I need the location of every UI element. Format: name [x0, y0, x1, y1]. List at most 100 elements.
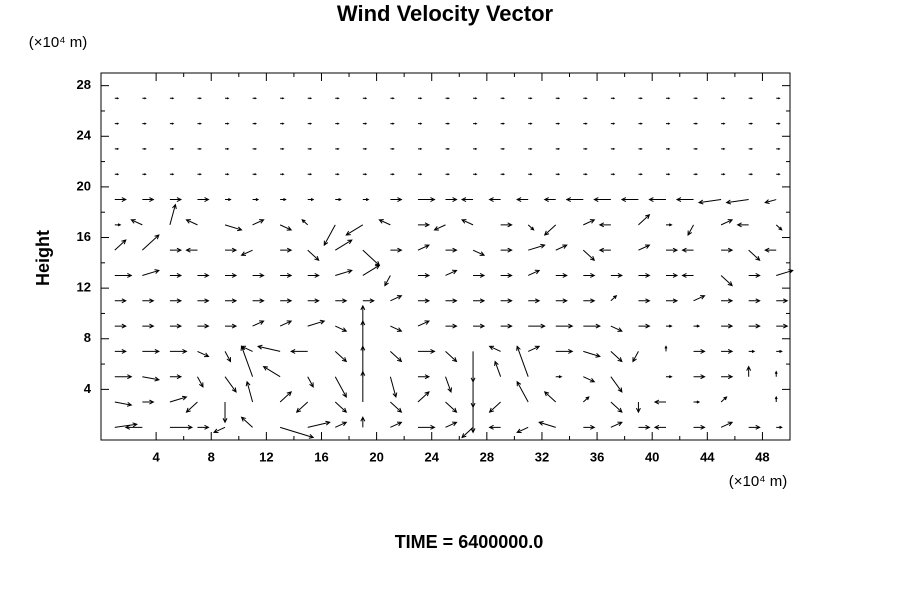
time-label: TIME = 6400000.0 [395, 532, 544, 552]
wind-arrow [583, 424, 596, 430]
wind-arrow [610, 273, 624, 278]
wind-arrow [638, 213, 651, 226]
wind-arrow [748, 249, 761, 262]
wind-arrow [114, 122, 120, 125]
wind-arrow [748, 349, 756, 353]
wind-arrow [638, 273, 651, 278]
wind-arrow [142, 269, 160, 276]
wind-arrow [721, 173, 726, 176]
wind-arrow [693, 374, 706, 380]
wind-arrow [776, 147, 781, 151]
wind-arrow [225, 247, 238, 253]
wind-arrow [583, 173, 588, 176]
wind-arrow [390, 351, 403, 363]
wind-arrow [323, 224, 336, 247]
wind-arrow [748, 273, 761, 278]
wind-arrow [528, 97, 533, 100]
y-tick-label: 4 [84, 381, 92, 396]
wind-arrow [665, 173, 671, 176]
wind-arrow [417, 391, 430, 403]
wind-arrow [417, 97, 423, 100]
wind-arrow [169, 374, 183, 380]
wind-arrow [653, 424, 666, 430]
wind-arrow [417, 424, 436, 430]
wind-arrow [445, 323, 458, 329]
wind-arrow [764, 199, 777, 204]
wind-arrow [197, 323, 210, 329]
wind-arrow [334, 401, 348, 413]
wind-arrow [185, 401, 198, 413]
wind-arrow [417, 244, 430, 251]
wind-arrow [307, 273, 320, 278]
wind-arrow [582, 249, 596, 262]
x-tick-label: 32 [535, 449, 549, 464]
wind-arrow [721, 97, 726, 100]
wind-arrow [488, 401, 501, 413]
wind-arrow [583, 350, 601, 358]
wind-arrow [335, 325, 348, 332]
wind-arrow [776, 173, 781, 176]
wind-arrow [185, 247, 198, 253]
wind-arrow [665, 375, 673, 379]
wind-arrow [307, 298, 320, 304]
wind-arrow [142, 376, 160, 382]
wind-arrow [197, 350, 210, 358]
x-tick-label: 36 [590, 449, 604, 464]
wind-arrow [583, 147, 588, 151]
wind-arrow [555, 147, 561, 151]
wind-arrow [390, 97, 395, 100]
wind-arrow [638, 122, 643, 125]
wind-arrow [142, 348, 160, 354]
wind-arrow [638, 173, 643, 176]
wind-arrow [776, 323, 789, 329]
wind-arrow [565, 197, 584, 202]
x-tick-label: 24 [424, 449, 439, 464]
wind-arrow [445, 147, 450, 151]
wind-arrow [169, 147, 175, 151]
wind-arrow [681, 273, 694, 278]
y-unit: (×10⁴ m) [29, 34, 88, 51]
wind-arrow [362, 173, 368, 176]
wind-arrow [252, 173, 258, 176]
wind-arrow [665, 223, 673, 227]
x-tick-label: 44 [700, 449, 715, 464]
wind-arrow [307, 319, 326, 327]
wind-arrow [240, 416, 253, 428]
wind-arrow [197, 147, 202, 151]
wind-arrow [390, 147, 395, 151]
y-tick-label: 24 [77, 128, 92, 143]
wind-arrow [500, 147, 506, 151]
wind-arrow [638, 323, 651, 329]
wind-arrow [197, 273, 210, 278]
wind-arrow [378, 219, 391, 226]
wind-arrow [721, 348, 734, 354]
wind-arrow [225, 298, 238, 304]
wind-arrow [114, 239, 127, 251]
wind-arrow [665, 324, 673, 328]
wind-arrow [390, 247, 403, 253]
wind-arrow [114, 197, 127, 202]
wind-arrow [693, 348, 706, 354]
wind-arrow [445, 401, 458, 413]
wind-arrow [488, 197, 501, 202]
wind-arrow [280, 273, 293, 278]
wind-arrow [473, 173, 478, 176]
wind-arrow [527, 224, 535, 231]
y-tick-label: 8 [84, 330, 91, 345]
wind-arrow [516, 345, 529, 377]
wind-arrow [638, 147, 643, 151]
wind-arrow [142, 173, 147, 176]
wind-arrow [775, 224, 783, 231]
wind-arrow [720, 219, 734, 226]
wind-arrow [169, 323, 183, 329]
wind-arrow [598, 222, 611, 228]
wind-arrow [335, 147, 340, 151]
wind-arrow [307, 173, 313, 176]
wind-arrow [362, 264, 381, 276]
wind-arrow [169, 197, 183, 202]
wind-arrow [687, 224, 694, 236]
x-tick-label: 48 [755, 449, 769, 464]
wind-arrow [114, 147, 120, 151]
wind-arrow [417, 374, 431, 380]
wind-arrow [130, 219, 143, 226]
